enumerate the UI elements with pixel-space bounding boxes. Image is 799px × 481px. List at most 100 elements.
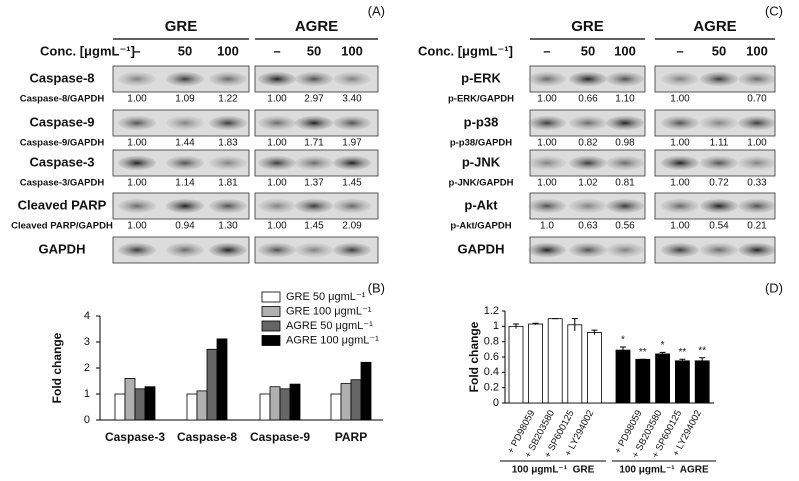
- blot-band: [333, 72, 371, 86]
- y-axis-label: Fold change: [50, 332, 64, 403]
- ratio-value: 1.10: [615, 94, 635, 105]
- error-bar: [571, 318, 578, 331]
- row-label: p-p38: [464, 114, 499, 129]
- bar: [587, 332, 602, 404]
- significance: *: [621, 335, 625, 346]
- ratio-label: Caspase-3/GAPDH: [20, 178, 105, 189]
- y-tick-label: 4: [84, 310, 90, 322]
- column-label: 100: [341, 43, 363, 58]
- ratio-value: 1.44: [175, 138, 195, 149]
- blot-band: [569, 116, 607, 130]
- blot-band: [528, 243, 566, 257]
- ratio-value: 1.30: [218, 221, 238, 232]
- conc-label: Conc. [μgmL⁻¹]: [418, 43, 513, 58]
- blot-band: [528, 116, 566, 130]
- ratio-value: 1.37: [304, 178, 324, 189]
- bar: [508, 325, 524, 404]
- blot-band: [569, 199, 607, 213]
- x-tick-label: Caspase-3: [105, 430, 165, 444]
- ratio-value: 1.02: [578, 178, 598, 189]
- significance: **: [698, 345, 706, 356]
- blot-band: [258, 243, 296, 257]
- ratio-value: 1.00: [537, 178, 557, 189]
- group-header: AGRE: [295, 18, 338, 35]
- column-label: –: [676, 43, 683, 58]
- error-bar: [679, 358, 686, 363]
- blot-band: [700, 243, 738, 257]
- bar: [350, 379, 362, 421]
- row-label: Caspase-9: [29, 114, 94, 129]
- blot-band: [258, 199, 296, 213]
- ratio-value: 1.00: [670, 221, 690, 232]
- column-label: 50: [581, 43, 595, 58]
- x-tick-label: Caspase-8: [177, 430, 237, 444]
- legend-swatch: [261, 291, 281, 303]
- blot-band: [295, 156, 333, 170]
- ratio-value: 1.00: [537, 94, 557, 105]
- blot-band: [606, 243, 644, 257]
- bar: [289, 383, 301, 421]
- legend-label: GRE 100 μgmL⁻¹: [286, 305, 372, 317]
- blot-band: [295, 72, 333, 86]
- panel-label: (D): [765, 280, 783, 295]
- ratio-value: 1.00: [670, 178, 690, 189]
- ratio-value: 2.97: [304, 94, 324, 105]
- blot-band: [738, 72, 776, 86]
- ratio-value: 0.81: [615, 178, 635, 189]
- bar: [360, 361, 372, 421]
- column-label: –: [273, 43, 280, 58]
- ratio-value: 1.00: [127, 138, 147, 149]
- ratio-value: 0.98: [615, 138, 635, 149]
- error-bar: [532, 322, 539, 325]
- bar: [655, 353, 670, 404]
- ratio-value: 1.00: [267, 178, 287, 189]
- bar: [340, 383, 352, 421]
- blot-band: [569, 72, 607, 86]
- ratio-value: 1.00: [267, 94, 287, 105]
- y-tick-label: 0.8: [484, 336, 499, 348]
- ratio-value: 1.45: [342, 178, 362, 189]
- blot-band: [166, 156, 204, 170]
- y-tick-label: 1: [84, 388, 90, 400]
- blot-band: [569, 156, 607, 170]
- blot-band: [209, 199, 247, 213]
- blot-band: [661, 156, 699, 170]
- column-label: 50: [712, 43, 726, 58]
- column-label: 100: [614, 43, 636, 58]
- error-bar: [659, 351, 666, 356]
- ratio-label: p-p38/GAPDH: [450, 138, 512, 149]
- row-label: p-ERK: [461, 70, 501, 85]
- ratio-value: 0.56: [615, 221, 635, 232]
- blot-band: [661, 72, 699, 86]
- ratio-value: 0.21: [747, 221, 767, 232]
- blot-band: [738, 199, 776, 213]
- ratio-value: 1.00: [127, 178, 147, 189]
- blot-band: [738, 243, 776, 257]
- blot-band: [209, 243, 247, 257]
- ratio-value: 1.00: [747, 138, 767, 149]
- blot-band: [569, 243, 607, 257]
- bar: [528, 323, 543, 404]
- bar: [114, 393, 126, 421]
- blot-band: [166, 116, 204, 130]
- ratio-value: 1.71: [304, 138, 324, 149]
- ratio-value: 1.00: [670, 94, 690, 105]
- y-tick-label: 2: [84, 362, 90, 374]
- y-tick-label: 0.6: [484, 351, 499, 363]
- y-tick-label: 0.2: [484, 382, 499, 394]
- ratio-value: 1.00: [267, 138, 287, 149]
- panel-label: (B): [368, 280, 385, 295]
- bar: [279, 388, 291, 421]
- error-bar: [620, 346, 626, 354]
- bar: [196, 390, 208, 421]
- ratio-value: 3.40: [342, 94, 362, 105]
- panel-label: (C): [765, 3, 783, 18]
- ratio-value: 0.94: [175, 221, 195, 232]
- group-header: GRE: [165, 18, 198, 35]
- blot-band: [700, 156, 738, 170]
- ratio-value: 0.72: [709, 178, 729, 189]
- ratio-value: 1.14: [175, 178, 195, 189]
- legend-label: GRE 50 μgmL⁻¹: [286, 291, 366, 303]
- group-header: AGRE: [693, 18, 736, 35]
